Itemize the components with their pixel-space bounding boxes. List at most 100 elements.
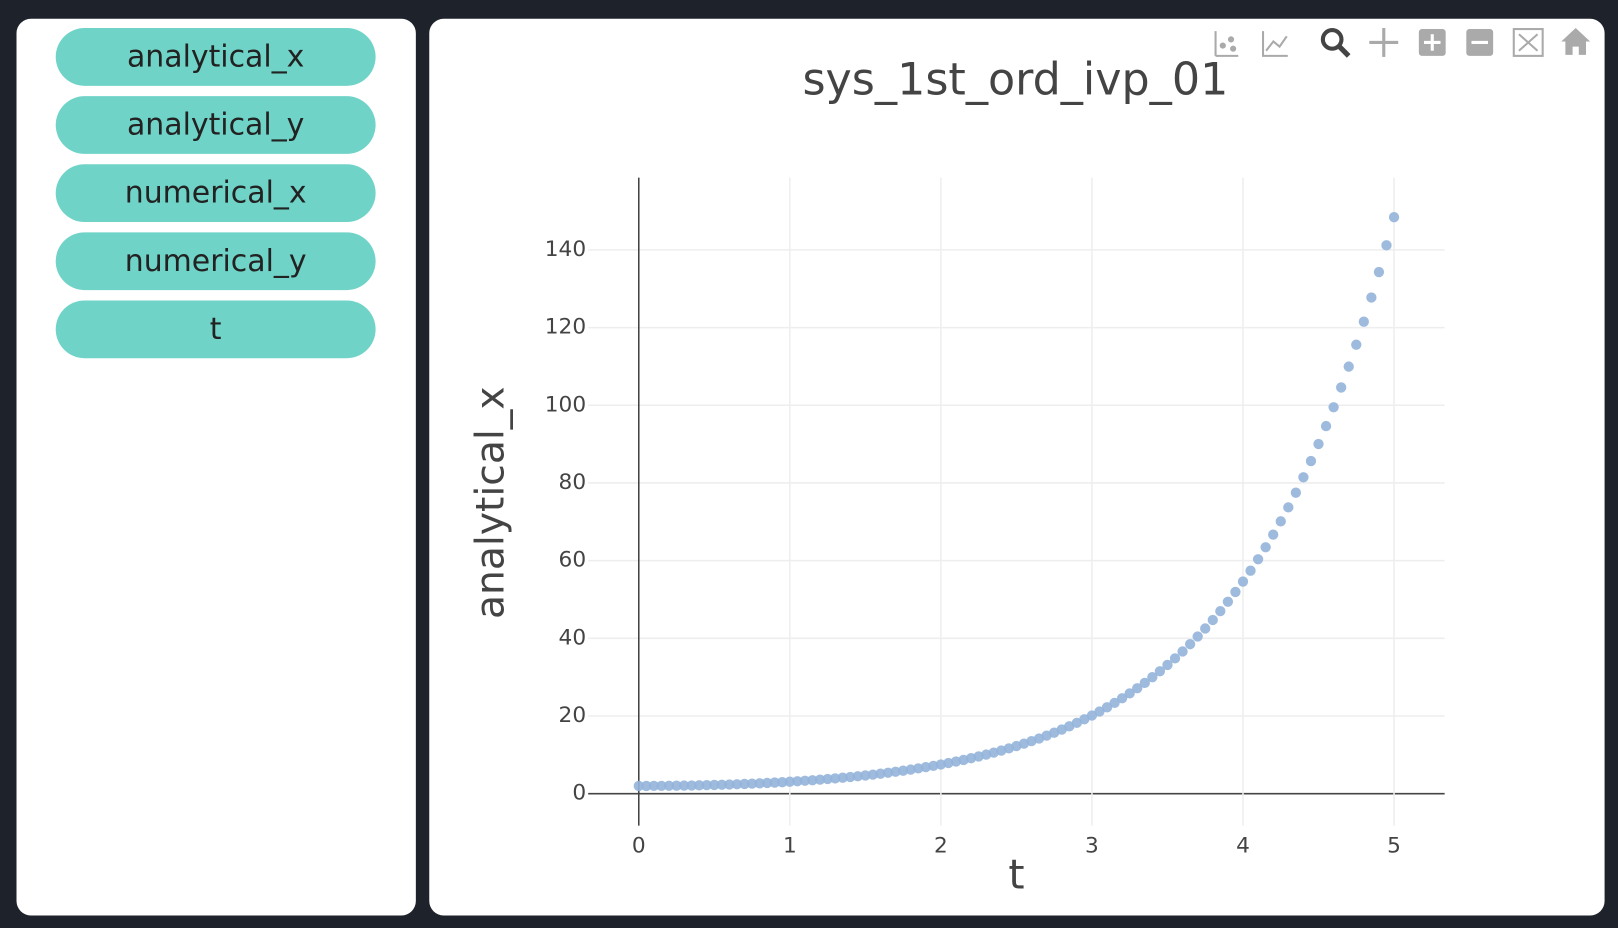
scatter-point (807, 775, 818, 786)
scatter-point (1154, 666, 1166, 677)
toolbar-autoscale[interactable] (1512, 28, 1544, 57)
scatter-point (1200, 623, 1211, 634)
column-button[interactable]: analytical_y (55, 96, 376, 154)
scatter-point (694, 780, 705, 791)
button-bg[interactable] (55, 232, 376, 291)
button-list: analytical_x analytical_y numerical_xnumer… (55, 28, 376, 359)
scatter-point (1298, 472, 1309, 483)
scatter-point (829, 773, 841, 784)
scatter-point (1351, 339, 1362, 350)
scatter-point (822, 773, 833, 785)
scatter-point (633, 780, 644, 792)
scatter-point (1132, 683, 1143, 694)
button-label[interactable]: numerical_y (125, 244, 307, 279)
scatter-point (1336, 382, 1347, 393)
scatter-point (1215, 605, 1226, 617)
scatter-point (1290, 487, 1302, 498)
y-tick-label: 80 (559, 470, 587, 495)
x-tick-label: 2 (934, 833, 948, 858)
y-axis-label: analytical_x (469, 386, 514, 619)
scatter-point (799, 775, 811, 786)
scatter-point (769, 777, 780, 788)
scatter-point (1184, 639, 1196, 650)
x-tick-label: 4 (1236, 833, 1250, 858)
y-tick-label: 100 (545, 392, 586, 417)
column-button[interactable]: analytical_x (55, 28, 376, 86)
scatter-point (1268, 529, 1279, 540)
y-tick-label: 140 (545, 237, 586, 262)
toolbar-compare[interactable] (1214, 31, 1239, 57)
scatter-point (792, 776, 803, 787)
button-bg[interactable] (55, 300, 376, 359)
button-bg[interactable] (55, 164, 376, 223)
scatter-point (663, 780, 675, 791)
scatter-point (1283, 502, 1294, 513)
scatter-point (1373, 266, 1385, 278)
button-bg[interactable] (55, 28, 376, 86)
scatter-point (1320, 420, 1332, 432)
scatter-point (845, 771, 856, 783)
scatter-point (1139, 677, 1150, 689)
toolbar-pan[interactable] (1369, 28, 1399, 57)
y-tick-label: 20 (559, 703, 587, 728)
scatter-point (1388, 212, 1400, 223)
toolbar (1214, 28, 1591, 58)
button-label[interactable]: numerical_x (125, 176, 307, 211)
scatter-point (1381, 240, 1392, 251)
scatter-point (1313, 438, 1324, 450)
scatter-point (1169, 653, 1181, 664)
x-tick-label: 0 (632, 833, 646, 858)
y-tick-label: 120 (545, 315, 586, 340)
toolbar-reset[interactable] (1561, 28, 1591, 55)
x-tick-label: 3 (1085, 833, 1099, 858)
scatter-point (746, 778, 758, 789)
plot: sys_1st_ord_ivp_01analytical_xt020406080… (469, 55, 1445, 898)
button-bg[interactable] (55, 96, 376, 154)
scatter-point (709, 779, 720, 791)
scatter-point (739, 778, 750, 790)
scatter-point (1275, 516, 1286, 527)
scatter-point (671, 780, 682, 791)
scatter-point (852, 771, 863, 782)
scatter-point (1162, 659, 1173, 671)
scatter-point (1366, 292, 1377, 303)
scatter-point (1222, 596, 1234, 607)
toolbar-zoom-in[interactable] (1418, 29, 1446, 56)
scatter-point (1343, 361, 1354, 372)
scatter-point (814, 774, 826, 785)
scatter-point (890, 766, 901, 777)
chart-panel (429, 18, 1605, 916)
scatter-point (777, 777, 788, 788)
column-button[interactable]: numerical_x (55, 164, 376, 223)
scatter-point (731, 779, 743, 790)
scatter-point (1147, 672, 1158, 683)
scatter-point (762, 777, 773, 789)
scatter-point (701, 779, 712, 791)
scatter-point (648, 780, 660, 792)
scatter-point (656, 780, 667, 792)
scatter-point (686, 780, 697, 791)
toolbar-zoom[interactable] (1320, 28, 1351, 58)
scatter-point (882, 767, 894, 778)
y-tick-label: 60 (559, 548, 587, 573)
scatter-point (1192, 631, 1203, 642)
chart-title: sys_1st_ord_ivp_01 (802, 55, 1228, 106)
scatter-point (1177, 646, 1188, 657)
button-label[interactable]: analytical_x (127, 39, 304, 74)
scatter-point (784, 776, 795, 787)
button-label[interactable]: analytical_y (127, 108, 304, 143)
toolbar-zoom-out[interactable] (1466, 29, 1494, 56)
scatter-point (678, 780, 690, 791)
scatter-point (1101, 702, 1113, 713)
column-button[interactable]: numerical_y (55, 232, 376, 291)
scatter-point (1328, 402, 1339, 413)
button-label[interactable]: t (210, 312, 222, 347)
x-tick-label: 1 (783, 833, 797, 858)
scatter-point (1358, 316, 1369, 327)
column-button[interactable]: t (55, 300, 376, 359)
toolbar-spikes[interactable] (1261, 31, 1288, 57)
x-axis-label: t (1008, 850, 1024, 898)
scatter-point (1109, 697, 1120, 709)
scatter-point (1305, 455, 1317, 467)
